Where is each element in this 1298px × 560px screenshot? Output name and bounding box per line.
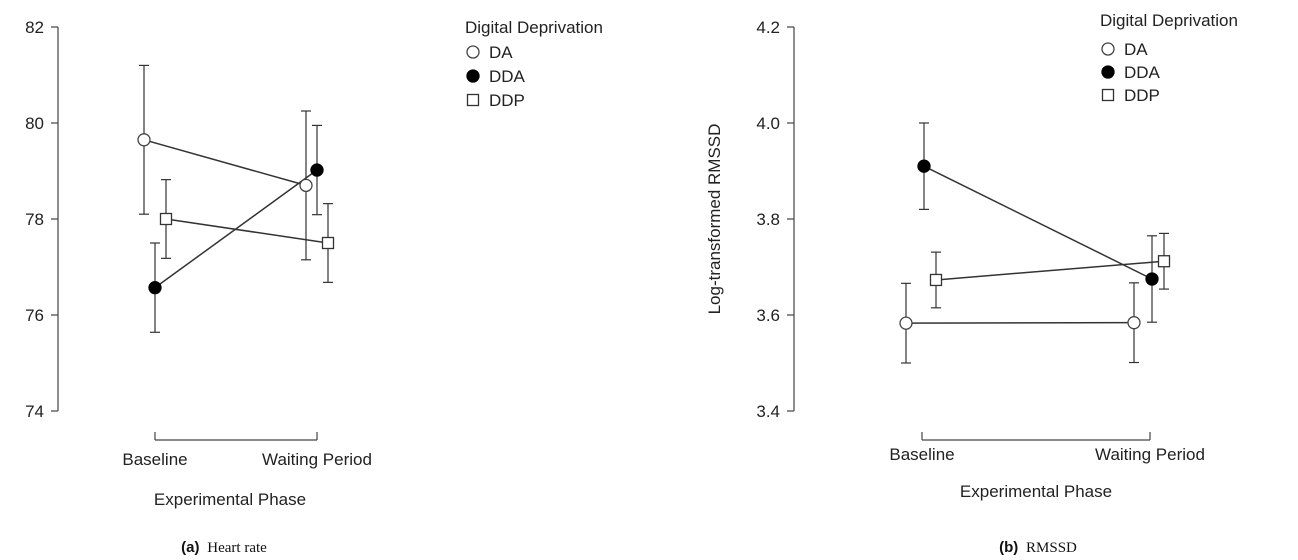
data-point-da bbox=[899, 316, 913, 330]
legend-marker-da bbox=[1101, 42, 1115, 56]
y-tick-label: 76 bbox=[25, 306, 44, 325]
series-line-da bbox=[143, 139, 307, 187]
legend-label-dda: DDA bbox=[489, 67, 526, 86]
x-axis-label: Experimental Phase bbox=[154, 490, 306, 509]
x-axis-label: Experimental Phase bbox=[960, 482, 1112, 501]
caption: (b) RMSSD bbox=[999, 539, 1077, 556]
y-tick-label: 78 bbox=[25, 210, 44, 229]
data-point-dda bbox=[310, 163, 324, 177]
x-tick-label-baseline: Baseline bbox=[889, 445, 954, 464]
legend-marker-dda bbox=[1101, 65, 1115, 79]
caption: (a) Heart rate bbox=[181, 539, 267, 556]
panel-heart-rate: 74 76 78 80 82 Baseline Waiting Period Experi… bbox=[25, 18, 603, 556]
legend: Digital Deprivation DA DDA DDP bbox=[1100, 11, 1238, 105]
series-line-dda bbox=[923, 165, 1153, 280]
caption-label: (b) bbox=[999, 539, 1018, 556]
legend-title: Digital Deprivation bbox=[465, 18, 603, 37]
legend-marker-ddp bbox=[1101, 88, 1115, 102]
data-point-dda bbox=[1145, 272, 1159, 286]
legend-marker-dda bbox=[466, 69, 480, 83]
data-point-dda bbox=[917, 159, 931, 173]
caption-label: (a) bbox=[181, 539, 199, 556]
y-tick-label: 4.0 bbox=[756, 114, 780, 133]
x-ticks: Baseline Waiting Period bbox=[889, 432, 1205, 464]
data-point-da bbox=[1127, 316, 1141, 330]
x-tick-label-waiting-period: Waiting Period bbox=[262, 450, 372, 469]
panel-rmssd: 3.4 3.6 3.8 4.0 4.2 Baseline Waiting Period E… bbox=[705, 11, 1238, 556]
legend-label-ddp: DDP bbox=[489, 91, 525, 110]
y-tick-label: 3.4 bbox=[756, 402, 780, 421]
x-tick-label-baseline: Baseline bbox=[122, 450, 187, 469]
y-tick-label: 80 bbox=[25, 114, 44, 133]
plot-area bbox=[899, 122, 1171, 364]
x-ticks: Baseline Waiting Period bbox=[122, 432, 372, 469]
data-point-da bbox=[137, 133, 151, 147]
legend: Digital Deprivation DA DDA DDP bbox=[465, 18, 603, 110]
data-point-ddp bbox=[321, 236, 335, 250]
y-axis-label: Log-transformed RMSSD bbox=[705, 124, 724, 315]
legend-items: DA DDA DDP bbox=[1101, 40, 1161, 105]
legend-label-dda: DDA bbox=[1124, 63, 1161, 82]
legend-label-da: DA bbox=[1124, 40, 1148, 59]
plot-area bbox=[137, 64, 335, 333]
data-point-ddp bbox=[929, 273, 943, 287]
legend-marker-ddp bbox=[466, 93, 480, 107]
data-point-ddp bbox=[159, 212, 173, 226]
y-ticks: 74 76 78 80 82 bbox=[25, 18, 58, 421]
x-tick-label-waiting-period: Waiting Period bbox=[1095, 445, 1205, 464]
y-tick-label: 4.2 bbox=[756, 18, 780, 37]
legend-items: DA DDA DDP bbox=[466, 43, 526, 110]
y-tick-label: 82 bbox=[25, 18, 44, 37]
legend-label-ddp: DDP bbox=[1124, 86, 1160, 105]
y-tick-label: 74 bbox=[25, 402, 44, 421]
y-tick-label: 3.6 bbox=[756, 306, 780, 325]
series-line-ddp bbox=[165, 218, 329, 244]
caption-title: Heart rate bbox=[207, 540, 267, 556]
data-point-dda bbox=[148, 280, 162, 295]
data-point-ddp bbox=[1157, 255, 1171, 268]
caption-title: RMSSD bbox=[1026, 540, 1077, 556]
y-tick-label: 3.8 bbox=[756, 210, 780, 229]
series-line-ddp bbox=[935, 260, 1165, 281]
legend-marker-da bbox=[466, 45, 480, 59]
data-point-da bbox=[299, 178, 313, 193]
legend-label-da: DA bbox=[489, 43, 513, 62]
legend-title: Digital Deprivation bbox=[1100, 11, 1238, 30]
y-ticks: 3.4 3.6 3.8 4.0 4.2 bbox=[756, 18, 794, 421]
